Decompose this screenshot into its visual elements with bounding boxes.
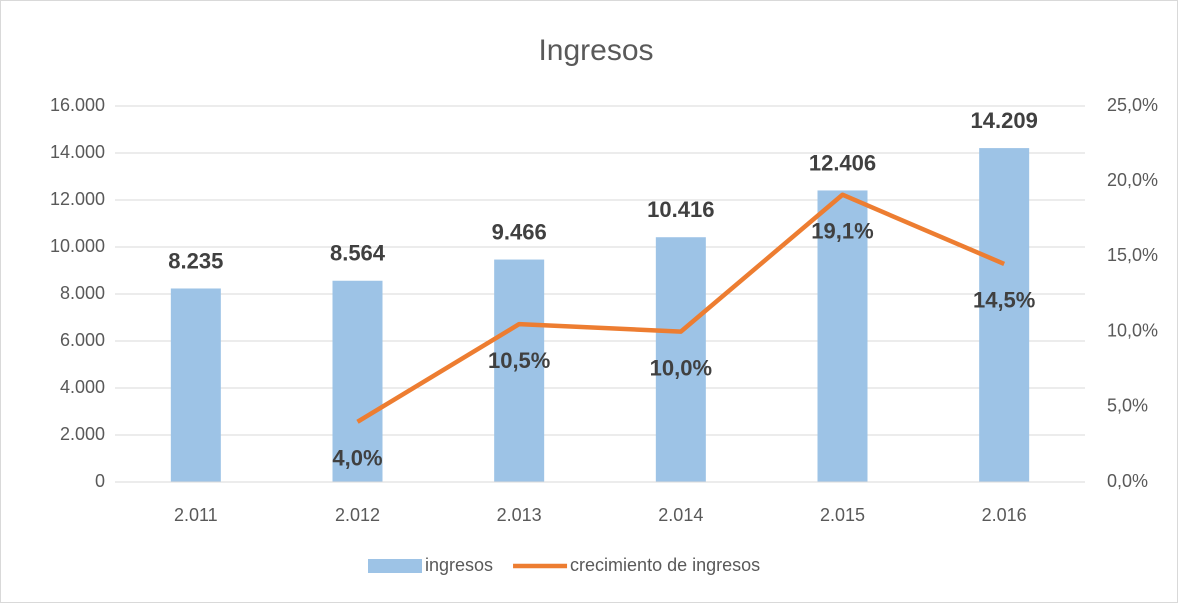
bar (817, 190, 868, 483)
bar-value-label: 8.564 (330, 241, 386, 266)
x-tick-label: 2.015 (820, 505, 865, 525)
y2-tick-label: 20,0% (1107, 170, 1158, 190)
y2-tick-label: 5,0% (1107, 396, 1148, 416)
y2-tick-label: 0,0% (1107, 471, 1148, 491)
y-tick-label: 2.000 (60, 424, 105, 444)
y-tick-label: 10.000 (50, 236, 105, 256)
chart-title: Ingresos (538, 34, 653, 67)
line (356, 192, 1006, 424)
line-value-label: 10,5% (488, 348, 550, 373)
y-tick-label: 16.000 (50, 95, 105, 115)
bar (170, 288, 221, 482)
bar-value-label: 14.209 (971, 108, 1038, 133)
x-tick-label: 2.013 (497, 505, 542, 525)
legend-label: ingresos (425, 555, 493, 575)
bar (655, 237, 706, 482)
bar (494, 259, 545, 482)
x-tick-label: 2.012 (335, 505, 380, 525)
line-value-label: 19,1% (811, 219, 873, 244)
line-value-label: 14,5% (973, 288, 1035, 313)
y-tick-label: 14.000 (50, 142, 105, 162)
bar-value-label: 10.416 (647, 197, 714, 222)
y2-tick-label: 25,0% (1107, 95, 1158, 115)
bar-value-label: 12.406 (809, 150, 876, 175)
y-tick-label: 0 (95, 471, 105, 491)
bar (332, 280, 383, 482)
y-tick-label: 12.000 (50, 189, 105, 209)
line-value-label: 10,0% (650, 355, 712, 380)
y2-tick-label: 15,0% (1107, 245, 1158, 265)
legend-label: crecimiento de ingresos (570, 555, 760, 575)
x-tick-label: 2.014 (658, 505, 703, 525)
x-tick-label: 2.011 (174, 505, 218, 525)
y-tick-label: 8.000 (60, 283, 105, 303)
line-value-label: 4,0% (332, 446, 382, 471)
y-tick-label: 6.000 (60, 330, 105, 350)
y-tick-label: 4.000 (60, 377, 105, 397)
legend-swatch (368, 559, 422, 573)
bar-value-label: 9.466 (492, 219, 547, 244)
bar-value-label: 8.235 (168, 248, 223, 273)
bar (979, 148, 1030, 482)
x-tick-label: 2.016 (982, 505, 1027, 525)
y2-tick-label: 10,0% (1107, 320, 1158, 340)
